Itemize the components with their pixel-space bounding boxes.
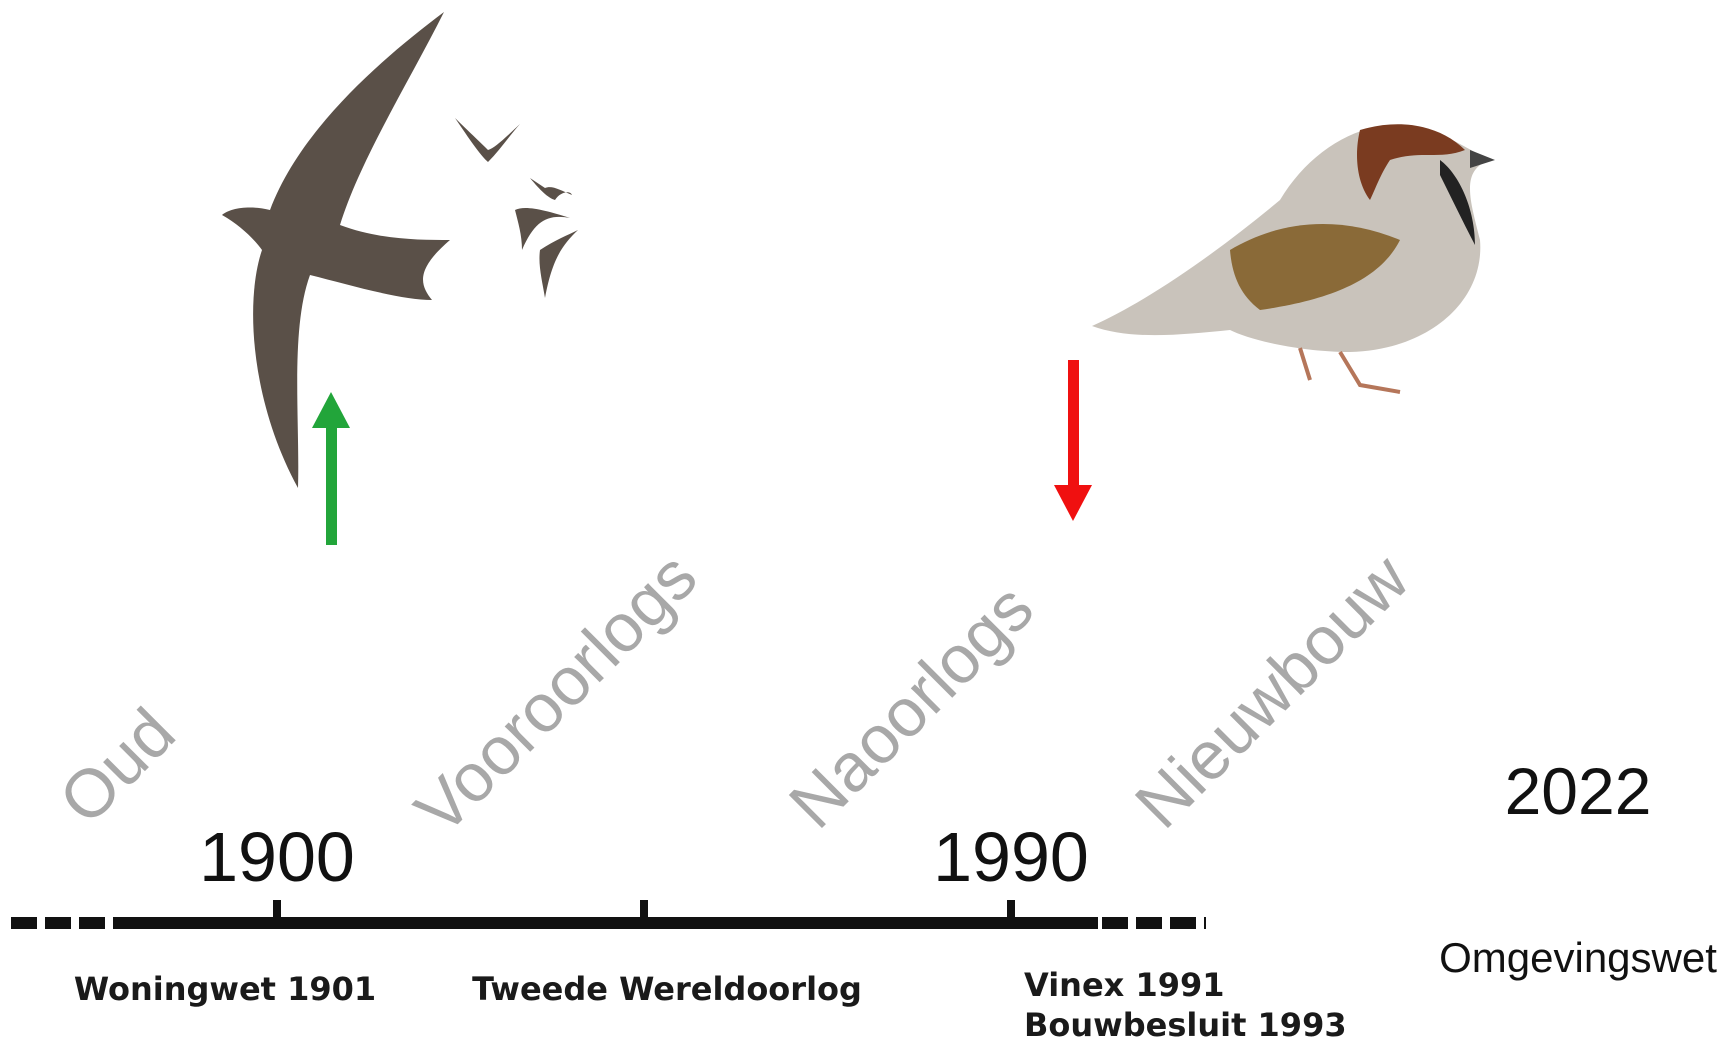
era-label: Vooroorlogs <box>401 538 711 848</box>
era-label: Nieuwbouw <box>1121 540 1424 843</box>
year-label: 1900 <box>199 818 355 896</box>
year-label: 2022 <box>1505 754 1652 828</box>
era-label: Oud <box>45 694 190 839</box>
sparrow-illustration <box>1092 124 1495 394</box>
event-label: Vinex 1991 <box>1024 966 1225 1004</box>
event-label: Woningwet 1901 <box>74 970 376 1008</box>
timeline <box>11 900 1206 929</box>
red-arrow <box>1054 360 1092 521</box>
green-arrow <box>312 392 350 545</box>
era-label: Naoorlogs <box>775 570 1048 843</box>
year-label: 1990 <box>933 818 1089 896</box>
swift-illustration <box>222 12 578 488</box>
event-label: Bouwbesluit 1993 <box>1024 1006 1347 1044</box>
event-label: Tweede Wereldoorlog <box>472 970 862 1008</box>
event-label: Omgevingswet <box>1439 934 1717 981</box>
